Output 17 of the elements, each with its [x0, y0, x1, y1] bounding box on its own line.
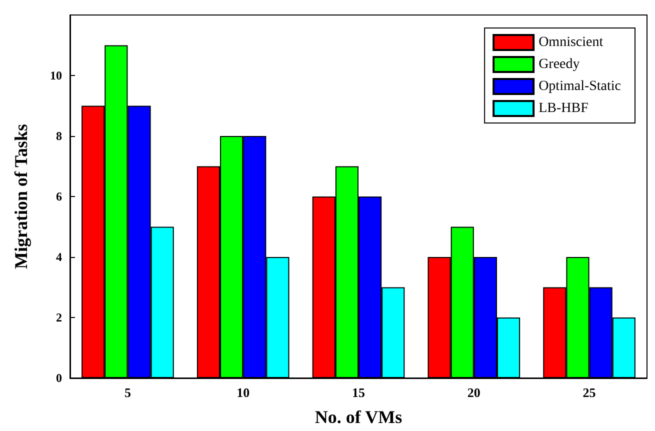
- x-tick-label: 15: [352, 385, 366, 400]
- legend-label: LB-HBF: [538, 101, 589, 116]
- x-tick-label: 10: [236, 385, 250, 400]
- y-tick-label: 0: [56, 371, 62, 385]
- y-tick-label: 2: [56, 310, 62, 324]
- x-axis-title: No. of VMs: [314, 407, 402, 427]
- legend-label: Omniscient: [538, 35, 604, 50]
- y-tick-label: 10: [50, 68, 62, 82]
- legend-label: Greedy: [538, 57, 580, 72]
- x-tick-label: 5: [124, 385, 132, 400]
- y-tick-label: 4: [56, 250, 62, 264]
- legend-label: Optimal-Static: [538, 79, 622, 94]
- y-tick-label: 8: [56, 129, 62, 143]
- x-tick-label: 20: [467, 385, 480, 400]
- y-tick-label: 6: [56, 190, 62, 204]
- y-axis-title: Migration of Tasks: [11, 124, 31, 270]
- x-tick-label: 25: [582, 385, 596, 400]
